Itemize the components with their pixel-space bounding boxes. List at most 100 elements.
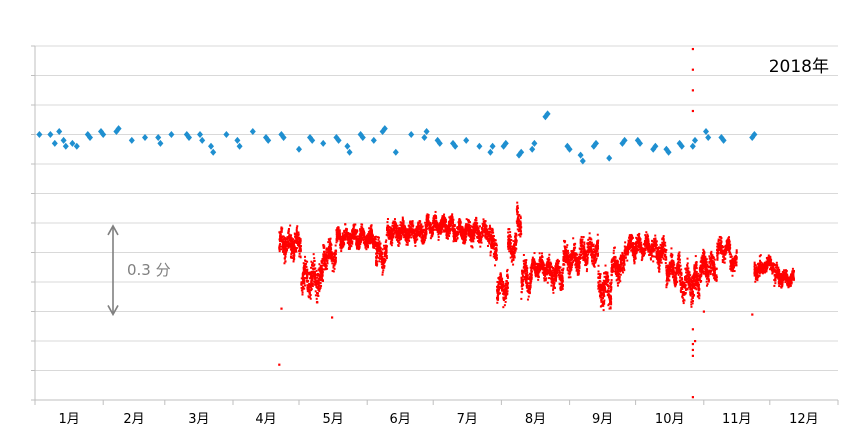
red-dot: [517, 228, 519, 230]
red-dot: [333, 264, 335, 266]
red-dot: [403, 228, 405, 230]
red-dot: [300, 281, 302, 283]
red-dot: [534, 252, 536, 254]
red-dot: [505, 291, 507, 293]
red-dot: [574, 247, 576, 249]
red-dot: [467, 226, 469, 228]
red-dot: [527, 291, 529, 293]
red-dot: [440, 219, 442, 221]
red-dot: [559, 270, 561, 272]
red-dot: [478, 233, 480, 235]
red-dot: [394, 220, 396, 222]
red-dot: [278, 231, 280, 233]
red-dot: [419, 234, 421, 236]
red-dot: [520, 231, 522, 233]
red-dot: [399, 235, 401, 237]
red-dot: [367, 245, 369, 247]
red-dot: [357, 240, 359, 242]
red-dot: [562, 258, 564, 260]
red-dot: [476, 233, 478, 235]
red-dot: [598, 265, 600, 267]
red-dot: [363, 238, 365, 240]
red-dot: [449, 228, 451, 230]
red-dot: [377, 236, 379, 238]
red-dot: [547, 282, 549, 284]
red-dot: [279, 243, 281, 245]
red-dot: [425, 233, 427, 235]
red-dot: [420, 228, 422, 230]
red-dot: [461, 237, 463, 239]
red-dot: [481, 242, 483, 244]
red-dot: [394, 226, 396, 228]
red-dot: [360, 231, 362, 233]
red-dot: [525, 259, 527, 261]
red-dot: [550, 262, 552, 264]
red-dot: [309, 277, 311, 279]
red-dot: [327, 241, 329, 243]
red-dot: [422, 226, 424, 228]
red-dot: [515, 250, 517, 252]
red-dot: [511, 259, 513, 261]
red-dot: [299, 246, 301, 248]
red-dot: [440, 223, 442, 225]
red-dot: [320, 285, 322, 287]
red-dot: [501, 288, 503, 290]
red-dot: [465, 233, 467, 235]
red-dot: [561, 281, 563, 283]
red-dot: [369, 235, 371, 237]
red-dot: [321, 279, 323, 281]
red-dot: [342, 232, 344, 234]
red-dot: [494, 248, 496, 250]
red-dot: [345, 234, 347, 236]
red-dot: [329, 238, 331, 240]
red-dot: [519, 227, 521, 229]
red-dot: [371, 229, 373, 231]
red-dot: [384, 259, 386, 261]
red-dot: [525, 279, 527, 281]
red-dot: [479, 225, 481, 227]
red-dot: [559, 283, 561, 285]
red-dot: [493, 239, 495, 241]
red-dot: [417, 222, 419, 224]
red-dot: [279, 237, 281, 239]
red-dot: [369, 230, 371, 232]
red-dot: [604, 288, 606, 290]
red-dot: [439, 231, 441, 233]
red-dot: [457, 237, 459, 239]
red-dot: [306, 277, 308, 279]
red-dot: [298, 244, 300, 246]
red-dot: [309, 293, 311, 295]
red-dot: [596, 250, 598, 252]
red-dot: [312, 285, 314, 287]
red-dot: [312, 283, 314, 285]
red-dot: [507, 231, 509, 233]
red-dot: [366, 242, 368, 244]
red-dot: [526, 281, 528, 283]
red-dot: [499, 276, 501, 278]
red-dot: [346, 232, 348, 234]
red-dot: [293, 257, 295, 259]
red-dot: [570, 265, 572, 267]
red-dot: [361, 234, 363, 236]
red-dot: [316, 298, 318, 300]
red-dot: [315, 283, 317, 285]
red-dot: [589, 246, 591, 248]
red-dot: [511, 248, 513, 250]
red-dot: [601, 304, 603, 306]
red-dot: [310, 281, 312, 283]
red-dot: [508, 250, 510, 252]
red-dot: [354, 232, 356, 234]
red-dot: [482, 230, 484, 232]
red-dot: [415, 229, 417, 231]
red-dot: [453, 240, 455, 242]
red-dot: [538, 276, 540, 278]
red-dot: [454, 225, 456, 227]
red-dot: [323, 247, 325, 249]
red-dot: [552, 292, 554, 294]
red-dot: [485, 236, 487, 238]
red-dot: [386, 221, 388, 223]
red-dot: [388, 234, 390, 236]
red-dot: [502, 306, 504, 308]
red-dot: [285, 241, 287, 243]
red-dot: [372, 238, 374, 240]
